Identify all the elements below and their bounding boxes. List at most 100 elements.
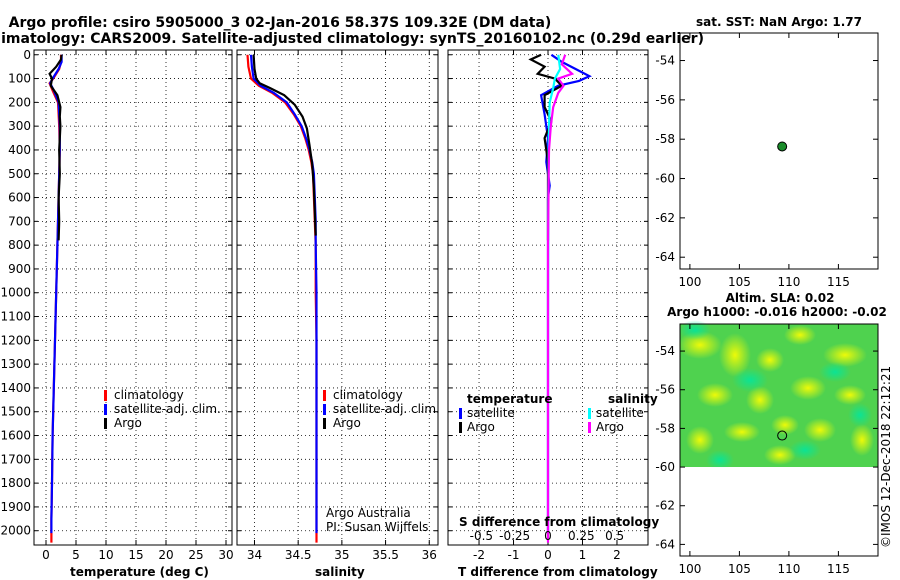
top-tick-label: 0.25 — [568, 529, 595, 543]
legend-swatch — [104, 418, 107, 429]
x-tick-label: 25 — [188, 548, 203, 562]
legend-title-salinity: salinity — [608, 392, 658, 406]
heatmap-anomaly — [804, 418, 836, 442]
x-axis-label: salinity — [315, 565, 365, 579]
top-tick-label: -0.25 — [499, 529, 530, 543]
heatmap-anomaly — [784, 325, 816, 345]
depth-tick-label: 0 — [23, 48, 31, 62]
legend-label: Argo — [596, 420, 624, 434]
map-frame — [679, 32, 879, 270]
top-tick-label: 0.5 — [605, 529, 624, 543]
legend-swatch — [104, 390, 107, 401]
map-x-tick-label: 115 — [827, 275, 850, 289]
heatmap-anomaly — [848, 403, 872, 427]
heatmap-anomaly — [697, 383, 733, 407]
sst-map-title: sat. SST: NaN Argo: 1.77 — [696, 15, 862, 29]
depth-tick-label: 1000 — [0, 286, 31, 300]
depth-tick-label: 1700 — [0, 452, 31, 466]
heatmap-anomaly — [764, 445, 796, 465]
x-tick-label: -2 — [473, 548, 485, 562]
map-x-tick-label: 100 — [678, 562, 701, 576]
x-axis-label: temperature (deg C) — [70, 565, 209, 579]
x-tick-label: 35 — [334, 548, 349, 562]
heatmap-anomaly — [834, 385, 866, 405]
legend-title-temperature: temperature — [467, 392, 552, 406]
heatmap-anomaly — [706, 450, 734, 470]
x-axis-label: T difference from climatology — [458, 565, 658, 579]
series-line-s-argo — [546, 54, 575, 543]
map-y-tick-label: -62 — [655, 499, 675, 513]
map-x-tick-label: 115 — [827, 562, 850, 576]
depth-tick-label: 600 — [8, 191, 31, 205]
heatmap-anomaly — [686, 426, 714, 454]
heatmap-anomaly — [819, 362, 851, 382]
heatmap-anomaly — [771, 415, 799, 435]
top-tick-label: 0 — [544, 529, 552, 543]
legend-label: climatology — [333, 388, 403, 402]
map-x-tick-label: 105 — [728, 562, 751, 576]
legend-label: Argo — [114, 416, 142, 430]
x-tick-label: 1 — [579, 548, 587, 562]
map-y-tick-label: -54 — [655, 54, 675, 68]
x-tick-label: 10 — [98, 548, 113, 562]
plot-frame — [447, 49, 649, 546]
depth-tick-label: 400 — [8, 143, 31, 157]
heatmap-anomaly — [756, 348, 784, 372]
x-tick-label: 34 — [247, 548, 262, 562]
depth-tick-label: 500 — [8, 167, 31, 181]
top-tick-label: -0.5 — [470, 529, 493, 543]
credit-pi: PI: Susan Wijffels — [326, 520, 428, 534]
heatmap-anomaly — [790, 376, 826, 400]
legend-swatch — [588, 422, 591, 433]
legend-swatch — [323, 404, 326, 415]
heatmap-anomaly — [746, 386, 774, 414]
series-line-argo — [48, 54, 63, 241]
sst-map-panel: 100 105 110 115 -54 -56 -58 -60 -62 -64 sat. SST: … — [655, 15, 879, 289]
legend-swatch — [459, 408, 462, 419]
x-tick-label: 0 — [42, 548, 50, 562]
depth-tick-label: 2000 — [0, 524, 31, 538]
legend-label: Argo — [333, 416, 361, 430]
map-y-tick-label: -56 — [655, 383, 675, 397]
x-tick-label: 0 — [544, 548, 552, 562]
heatmap-anomaly — [789, 440, 821, 460]
legend-label: satellite-adj. clim. — [114, 402, 221, 416]
legend-label: Argo — [467, 420, 495, 434]
plot-frame — [33, 49, 233, 546]
depth-tick-label: 1100 — [0, 310, 31, 324]
heatmap-anomaly — [679, 320, 711, 340]
depth-tick-label: 200 — [8, 95, 31, 109]
heatmap-anomaly — [850, 424, 874, 456]
heatmap-anomaly — [724, 422, 760, 442]
legend-label: satellite — [467, 406, 515, 420]
x-tick-label: 2 — [613, 548, 621, 562]
map-y-tick-label: -58 — [655, 421, 675, 435]
depth-tick-label: 900 — [8, 262, 31, 276]
depth-tick-label: 1400 — [0, 381, 31, 395]
argo-position-marker — [777, 430, 788, 441]
depth-tick-label: 1900 — [0, 500, 31, 514]
sla-map-panel: 100 105 110 115 -54 -56 -58 -60 -62 -64 Altim. SLA… — [655, 291, 886, 576]
sla-map-subtitle: Argo h1000: -0.016 h2000: -0.02 — [667, 305, 887, 319]
imos-watermark: ©IMOS 12-Dec-2018 22:12:21 — [879, 366, 893, 548]
map-frame — [679, 323, 879, 557]
legend-label: satellite — [596, 406, 644, 420]
legend-swatch — [323, 418, 326, 429]
x-tick-label: 35.5 — [372, 548, 399, 562]
argo-position-marker — [777, 141, 788, 152]
depth-tick-label: 1300 — [0, 357, 31, 371]
map-x-tick-label: 105 — [728, 275, 751, 289]
plot-frame — [236, 49, 439, 546]
depth-tick-label: 700 — [8, 214, 31, 228]
map-x-tick-label: 110 — [777, 562, 800, 576]
depth-tick-label: 100 — [8, 72, 31, 86]
difference-panel: -2 -1 0 1 2 T difference from climatology temp… — [447, 49, 659, 579]
map-y-tick-label: -62 — [655, 211, 675, 225]
depth-tick-label: 800 — [8, 238, 31, 252]
map-y-tick-label: -64 — [655, 537, 675, 551]
top-axis-label: S difference from climatology — [459, 515, 659, 529]
x-tick-label: -1 — [508, 548, 520, 562]
map-y-tick-label: -56 — [655, 93, 675, 107]
map-y-tick-label: -58 — [655, 132, 675, 146]
salinity-panel: 34 34.5 35 35.5 36 salinity climatologysatelli… — [236, 49, 440, 579]
